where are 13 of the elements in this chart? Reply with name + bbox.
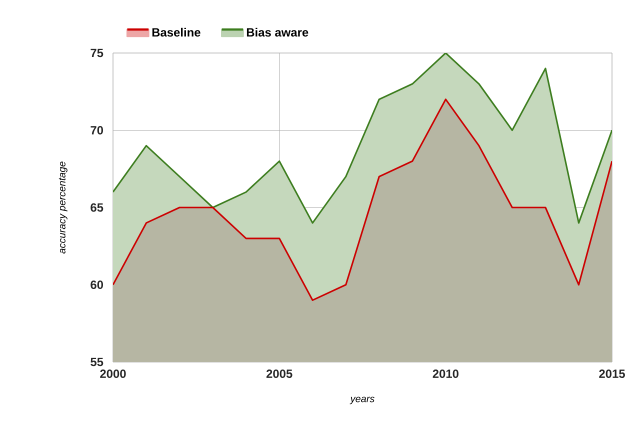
legend-label: Bias aware [246,28,308,37]
x-tick-label: 2015 [599,370,625,378]
y-axis-title: accuracy percentage [58,162,68,254]
y-tick-label: 65 [90,203,104,212]
y-tick-label: 75 [90,48,104,58]
y-tick-label: 60 [90,280,104,289]
x-tick-label: 2005 [266,370,292,378]
y-tick-label: 55 [90,358,104,366]
legend-label: Baseline [152,28,200,37]
x-axis-title: years [350,396,374,404]
y-tick-label: 70 [90,126,104,134]
x-tick-label: 2010 [432,370,458,378]
x-tick-label: 2000 [100,370,126,378]
